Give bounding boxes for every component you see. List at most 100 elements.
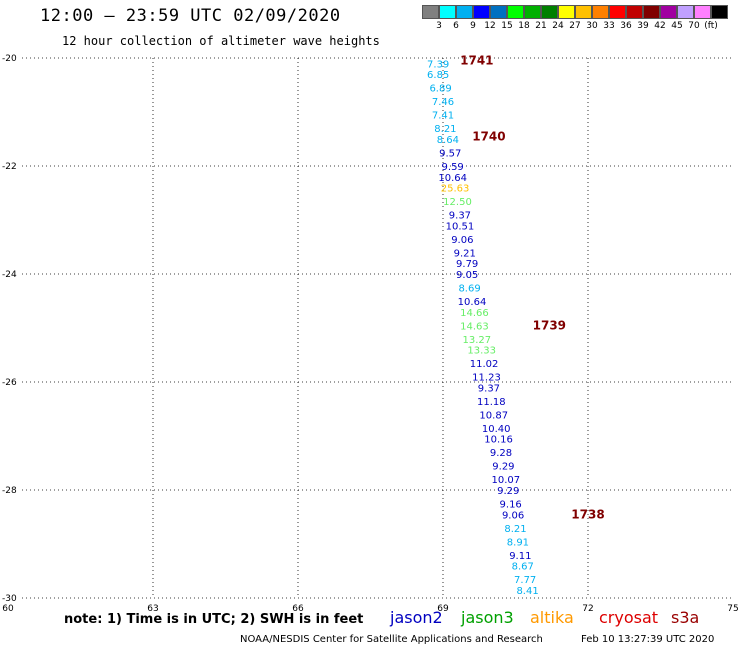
colorbar-label: 21 bbox=[535, 21, 547, 31]
swh-value: 9.29 bbox=[492, 462, 514, 473]
swh-value: 9.37 bbox=[478, 383, 500, 394]
swh-value: 9.29 bbox=[497, 486, 519, 497]
colorbar-swatch bbox=[490, 5, 507, 19]
colorbar-swatch bbox=[541, 5, 558, 19]
swh-value: 9.21 bbox=[454, 248, 476, 259]
y-tick-label: -28 bbox=[2, 486, 17, 496]
swh-value: 10.51 bbox=[446, 221, 475, 232]
swh-value: 8.64 bbox=[437, 135, 459, 146]
y-tick-label: -20 bbox=[2, 54, 17, 64]
colorbar-label: 27 bbox=[569, 21, 581, 31]
x-tick-label: 63 bbox=[147, 604, 158, 614]
swh-value: 9.06 bbox=[502, 510, 524, 521]
swh-value: 9.16 bbox=[500, 500, 522, 511]
colorbar-swatch bbox=[439, 5, 456, 19]
y-tick-label: -22 bbox=[2, 162, 17, 172]
y-tick-label: -26 bbox=[2, 378, 17, 388]
swh-value: 9.06 bbox=[451, 235, 473, 246]
chart-title: 12:00 — 23:59 UTC 02/09/2020 bbox=[40, 6, 341, 26]
swh-value: 6.89 bbox=[429, 84, 451, 95]
y-tick-label: -30 bbox=[2, 594, 17, 604]
x-tick-label: 75 bbox=[727, 604, 738, 614]
colorbar-label: (ft) bbox=[704, 21, 718, 31]
colorbar bbox=[422, 5, 728, 19]
swh-value: 14.63 bbox=[460, 321, 489, 332]
legend-altika: altika bbox=[530, 608, 574, 627]
data-points: 7.396.856.897.467.418.218.649.579.5910.6… bbox=[427, 59, 539, 597]
chart-subtitle: 12 hour collection of altimeter wave hei… bbox=[62, 34, 380, 48]
swh-value: 8.21 bbox=[504, 524, 526, 535]
colorbar-label: 3 bbox=[436, 21, 442, 31]
footer-credit: NOAA/NESDIS Center for Satellite Applica… bbox=[240, 634, 543, 645]
colorbar-labels: 3 6 9 12 15 18 21 24 27 30 33 36 39 42 45 70 (ft) bbox=[422, 21, 740, 33]
pass-number-label: 1738 bbox=[571, 507, 604, 521]
swh-value: 7.39 bbox=[427, 59, 449, 70]
colorbar-swatch bbox=[473, 5, 490, 19]
legend-jason2: jason2 bbox=[390, 608, 443, 627]
colorbar-swatch bbox=[643, 5, 660, 19]
colorbar-label: 24 bbox=[552, 21, 564, 31]
x-tick-label: 66 bbox=[292, 604, 304, 614]
swh-value: 8.21 bbox=[434, 124, 456, 135]
swh-value: 13.27 bbox=[463, 335, 492, 346]
swh-value: 11.18 bbox=[477, 397, 506, 408]
swh-value: 8.91 bbox=[507, 537, 529, 548]
colorbar-swatch bbox=[694, 5, 711, 19]
swh-value: 11.02 bbox=[470, 359, 499, 370]
y-tick-label: -24 bbox=[2, 270, 17, 280]
colorbar-swatch bbox=[558, 5, 575, 19]
swh-value: 9.05 bbox=[456, 270, 478, 281]
swh-value: 7.46 bbox=[432, 97, 454, 108]
swh-value: 8.69 bbox=[458, 284, 480, 295]
swh-value: 14.66 bbox=[460, 308, 489, 319]
colorbar-swatch bbox=[677, 5, 694, 19]
pass-number-label: 1741 bbox=[460, 54, 493, 68]
colorbar-label: 12 bbox=[484, 21, 496, 31]
colorbar-label: 70 bbox=[688, 21, 700, 31]
legend-s3a: s3a bbox=[671, 608, 700, 627]
colorbar-label: 42 bbox=[654, 21, 666, 31]
colorbar-swatch bbox=[507, 5, 524, 19]
colorbar-swatch bbox=[626, 5, 643, 19]
swh-value: 10.16 bbox=[484, 435, 513, 446]
swh-value: 7.77 bbox=[514, 575, 536, 586]
legend-cryosat: cryosat bbox=[599, 608, 659, 627]
swh-value: 8.67 bbox=[512, 562, 534, 573]
swh-value: 8.41 bbox=[516, 586, 538, 597]
colorbar-swatch bbox=[422, 5, 439, 19]
swh-value: 7.41 bbox=[432, 111, 454, 122]
colorbar-swatch bbox=[456, 5, 473, 19]
swh-value: 10.07 bbox=[492, 475, 521, 486]
swh-value: 10.87 bbox=[479, 410, 508, 421]
swh-value: 12.50 bbox=[443, 197, 472, 208]
swh-value: 9.59 bbox=[442, 162, 464, 173]
colorbar-label: 6 bbox=[453, 21, 459, 31]
pass-number-label: 1740 bbox=[472, 129, 505, 143]
colorbar-label: 30 bbox=[586, 21, 598, 31]
colorbar-swatch bbox=[524, 5, 541, 19]
swh-value: 9.37 bbox=[449, 211, 471, 222]
pass-number-label: 1739 bbox=[533, 318, 566, 332]
colorbar-label: 15 bbox=[501, 21, 513, 31]
swh-value: 10.64 bbox=[438, 173, 467, 184]
note-text: note: 1) Time is in UTC; 2) SWH is in fe… bbox=[64, 612, 364, 627]
grid bbox=[22, 57, 733, 599]
colorbar-label: 45 bbox=[671, 21, 683, 31]
swh-value: 9.57 bbox=[439, 149, 461, 160]
colorbar-swatch bbox=[609, 5, 626, 19]
colorbar-swatch bbox=[592, 5, 609, 19]
colorbar-label: 9 bbox=[470, 21, 476, 31]
pass-labels: 1741 1740 1739 1738 bbox=[460, 54, 605, 522]
x-tick-label: 69 bbox=[437, 604, 449, 614]
swh-value: 10.64 bbox=[458, 297, 487, 308]
colorbar-label: 33 bbox=[603, 21, 615, 31]
colorbar-swatch bbox=[711, 5, 728, 19]
swh-value: 13.33 bbox=[467, 346, 496, 357]
legend-jason3: jason3 bbox=[461, 608, 514, 627]
swh-value: 11.23 bbox=[472, 373, 501, 384]
colorbar-swatch bbox=[575, 5, 592, 19]
x-tick-label: 60 bbox=[2, 604, 14, 614]
swh-value: 9.11 bbox=[509, 551, 531, 562]
